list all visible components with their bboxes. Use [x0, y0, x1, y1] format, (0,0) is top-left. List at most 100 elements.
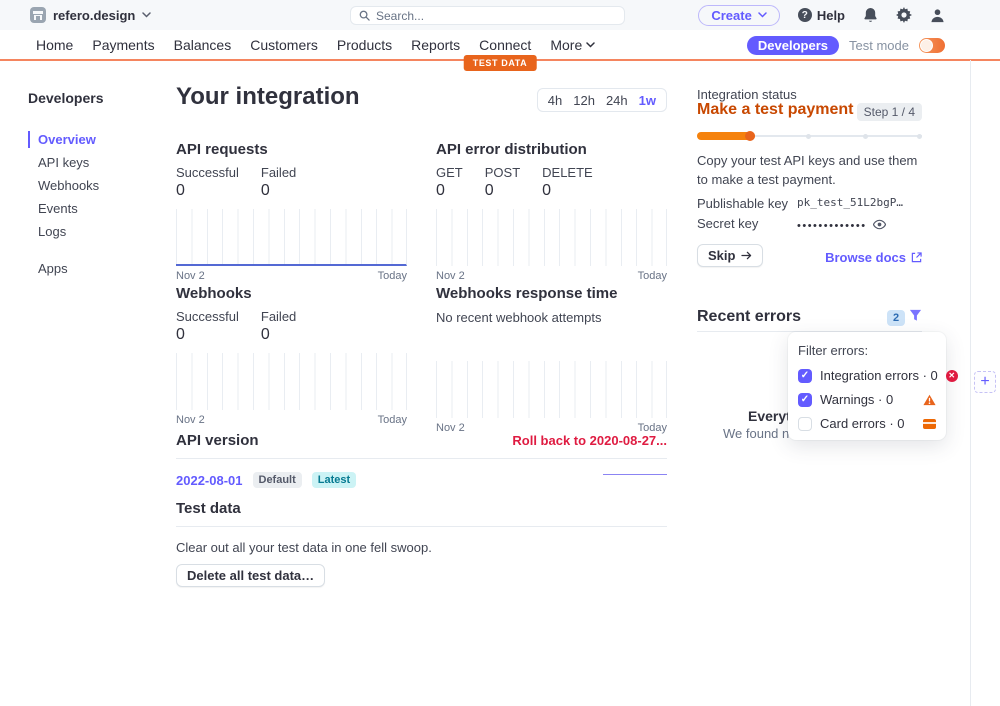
skip-button[interactable]: Skip: [697, 244, 764, 267]
add-button[interactable]: +: [974, 371, 996, 393]
progress-dot: [917, 133, 922, 139]
sidebar-item-logs[interactable]: Logs: [38, 224, 67, 239]
filter-option-integration-errors[interactable]: ✓ Integration errors · 0 ✕: [798, 368, 958, 383]
developers-pill[interactable]: Developers: [746, 35, 840, 55]
webhooks-response-empty: No recent webhook attempts: [436, 310, 602, 325]
secret-key-row: Secret key •••••••••••••: [697, 216, 922, 234]
webhooks-chart: [176, 353, 407, 410]
api-requests-section: API requests Successful 0 Failed 0 Nov 2 T…: [176, 141, 407, 282]
create-button[interactable]: Create: [698, 4, 780, 26]
metric-value: 0: [176, 326, 185, 343]
empty-state-heading-partial: Everyt: [748, 408, 791, 424]
metric-label: GET: [436, 165, 463, 180]
search-input[interactable]: Search...: [350, 6, 625, 25]
developers-sidebar: Developers Overview API keys Webhooks Ev…: [28, 90, 158, 280]
nav-item-balances[interactable]: Balances: [173, 37, 232, 53]
account-switcher[interactable]: refero.design: [30, 7, 152, 23]
x-axis-end: Today: [637, 422, 667, 434]
sidebar-title: Developers: [28, 90, 104, 106]
x-axis-end: Today: [377, 414, 407, 426]
range-option-24h[interactable]: 24h: [605, 92, 628, 108]
merchant-icon: [30, 7, 46, 23]
x-axis-end: Today: [377, 270, 407, 282]
api-error-distribution-title: API error distribution: [436, 141, 587, 158]
filter-option-warnings[interactable]: ✓ Warnings · 0: [798, 392, 936, 407]
latest-badge: Latest: [311, 472, 357, 488]
nav-item-home[interactable]: Home: [36, 37, 74, 53]
chevron-down-icon: [142, 12, 152, 18]
help-button[interactable]: ? Help: [797, 7, 845, 23]
search-placeholder: Search...: [376, 8, 425, 23]
x-axis-end: Today: [637, 270, 667, 282]
api-requests-x-axis: Nov 2 Today: [176, 270, 407, 282]
main-content: Your integration 4h 12h 24h 1w API reque…: [176, 60, 667, 706]
profile-avatar-icon[interactable]: [930, 8, 945, 23]
chevron-down-icon: [586, 42, 595, 48]
help-label: Help: [816, 7, 845, 23]
checkbox-unchecked[interactable]: [798, 416, 812, 431]
nav-item-products[interactable]: Products: [336, 37, 393, 53]
sidebar-item-api-keys[interactable]: API keys: [38, 155, 90, 170]
browse-docs-link[interactable]: Browse docs: [825, 250, 922, 265]
progress-head-dot: [745, 131, 755, 141]
sidebar-item-events[interactable]: Events: [38, 201, 78, 216]
notifications-bell-icon[interactable]: [863, 7, 878, 23]
arrow-right-icon: [741, 251, 752, 260]
metric-label: POST: [484, 165, 521, 180]
publishable-key-label: Publishable key: [697, 196, 789, 211]
publishable-key-value[interactable]: pk_test_51L2bgP…: [797, 196, 903, 209]
api-version-link[interactable]: 2022-08-01: [176, 472, 243, 488]
filter-popup-title: Filter errors:: [798, 343, 869, 358]
webhooks-response-title: Webhooks response time: [436, 285, 618, 302]
secret-key-label: Secret key: [697, 216, 759, 231]
warning-triangle-icon: [923, 394, 936, 405]
nav-item-connect[interactable]: Connect: [479, 37, 532, 53]
sidebar-item-webhooks[interactable]: Webhooks: [38, 178, 100, 193]
nav-item-reports[interactable]: Reports: [411, 37, 461, 53]
test-mode-label: Test mode: [849, 37, 909, 53]
create-label: Create: [711, 7, 752, 23]
metric-value: 0: [542, 182, 552, 199]
sidebar-item-overview[interactable]: Overview: [28, 128, 158, 151]
metric-label: Failed: [260, 165, 297, 180]
recent-errors-title: Recent errors: [697, 308, 802, 325]
delete-test-data-button[interactable]: Delete all test data…: [176, 564, 326, 587]
recent-errors-divider: [697, 331, 922, 332]
settings-gear-icon[interactable]: [896, 7, 912, 23]
range-option-12h[interactable]: 12h: [573, 92, 595, 108]
reveal-eye-icon[interactable]: [872, 219, 886, 230]
filter-funnel-icon[interactable]: [909, 309, 922, 327]
nav-item-customers[interactable]: Customers: [250, 37, 318, 53]
filter-option-card-errors[interactable]: Card errors · 0: [798, 416, 936, 431]
nav-item-payments[interactable]: Payments: [92, 37, 155, 53]
integration-status-title: Make a test payment: [697, 101, 854, 118]
secret-key-value[interactable]: •••••••••••••: [797, 220, 867, 232]
filter-option-label: Integration errors · 0: [820, 368, 938, 383]
checkbox-checked[interactable]: ✓: [798, 392, 812, 407]
range-option-1w[interactable]: 1w: [638, 92, 656, 108]
nav-right: Developers Test mode: [746, 35, 945, 55]
api-requests-metrics: Successful 0 Failed 0: [176, 165, 407, 200]
checkbox-checked[interactable]: ✓: [798, 368, 812, 383]
webhooks-response-x-axis: Nov 2 Today: [436, 422, 667, 434]
metric-label: Successful: [176, 309, 239, 324]
sidebar-item-apps[interactable]: Apps: [38, 261, 68, 276]
integration-status-label: Integration status: [697, 87, 797, 102]
topbar: refero.design Search... Create ? Help: [0, 0, 1000, 30]
recent-errors-count-badge: 2: [887, 310, 906, 326]
error-circle-icon: ✕: [945, 369, 958, 382]
range-option-4h[interactable]: 4h: [547, 92, 563, 108]
divider: [176, 526, 667, 527]
webhooks-x-axis: Nov 2 Today: [176, 414, 407, 426]
api-error-metrics: GET 0 POST 0 DELETE 0: [436, 165, 667, 200]
filter-errors-popup: Filter errors: ✓ Integration errors · 0 …: [788, 332, 958, 440]
test-data-title: Test data: [176, 500, 241, 517]
question-icon: ?: [797, 8, 812, 22]
nav-items: Home Payments Balances Customers Product…: [36, 37, 595, 53]
metric-value: 0: [484, 182, 494, 199]
metric-label: Failed: [260, 309, 297, 324]
rollback-link[interactable]: Roll back to 2020-08-27...: [512, 433, 667, 448]
nav-more-menu[interactable]: More: [550, 37, 595, 53]
toggle-knob: [920, 38, 933, 52]
test-mode-toggle[interactable]: [919, 37, 945, 53]
